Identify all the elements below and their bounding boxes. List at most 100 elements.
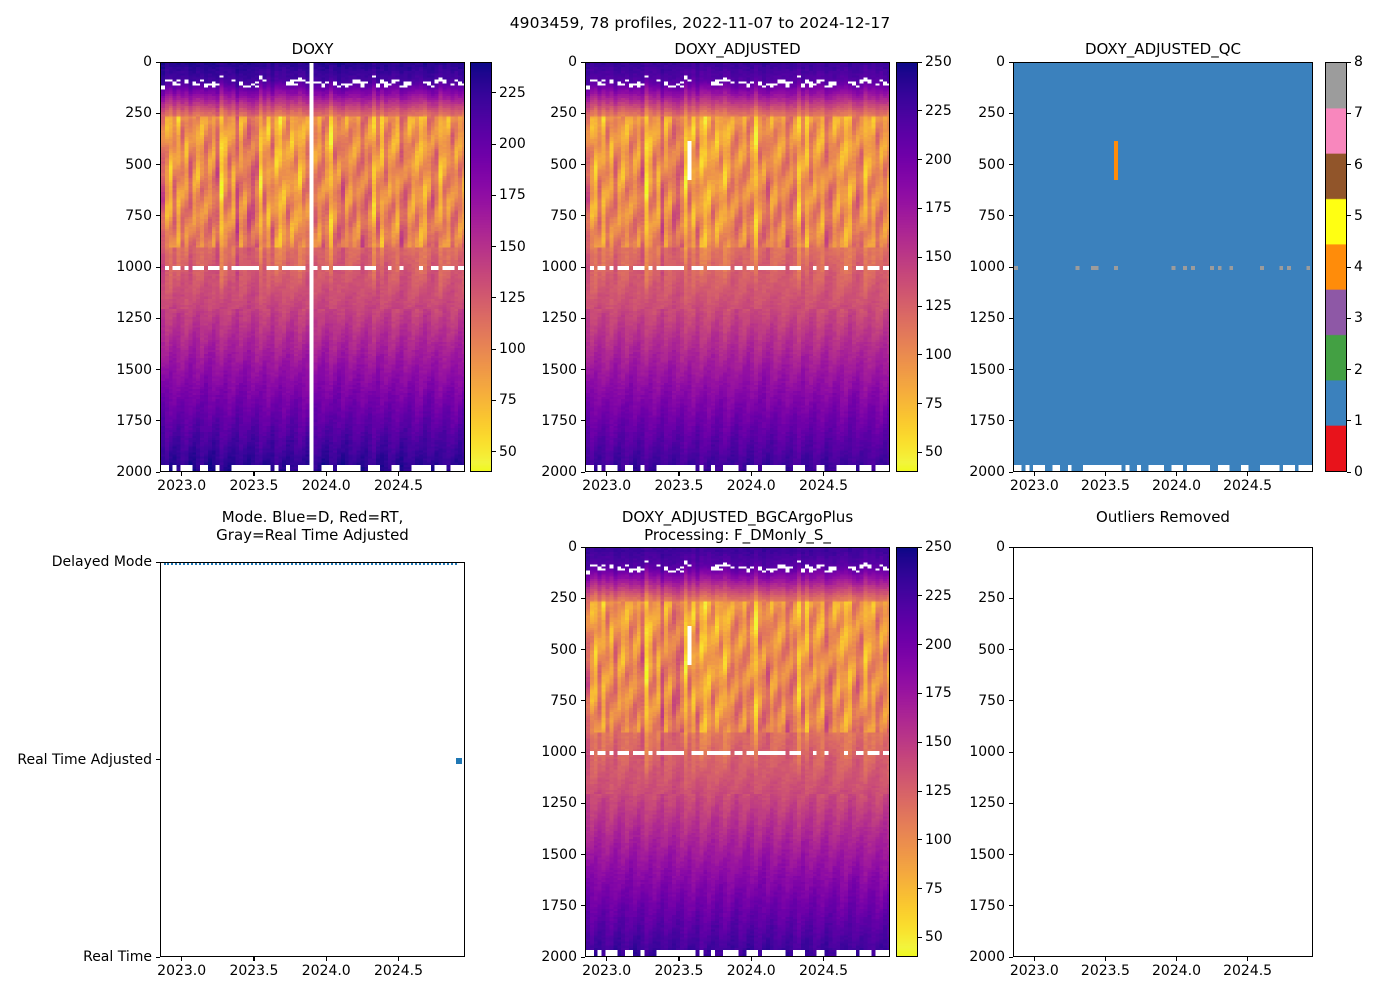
ytick-label: 250 [978, 105, 1005, 122]
colorbar-tick-mark [492, 348, 496, 350]
ytick-label: 1500 [969, 361, 1005, 378]
ytick-mark [156, 561, 160, 563]
xtick-mark [606, 957, 608, 961]
ytick-mark [156, 61, 160, 63]
xtick-label: 2023.0 [582, 963, 632, 979]
ytick-mark [581, 471, 585, 473]
ytick-label: 1000 [969, 259, 1005, 275]
colorbar-tick-label: 225 [925, 587, 952, 604]
ytick-mark [156, 956, 160, 958]
xtick-label: 2023.5 [1080, 963, 1130, 979]
ytick-label: 500 [125, 156, 152, 173]
colorbar-tick-label: 175 [925, 200, 952, 217]
colorbar-tick-label: 75 [925, 395, 943, 412]
ytick-mark [156, 369, 160, 371]
colorbar-tick-label: 200 [499, 136, 526, 152]
ytick-label: 1250 [116, 310, 152, 327]
ytick-mark [156, 471, 160, 473]
ytick-mark [581, 317, 585, 319]
ytick-mark [581, 215, 585, 217]
ytick-label: 1750 [541, 412, 577, 429]
colorbar-tick-mark [918, 936, 922, 939]
colorbar-tick-mark [918, 354, 922, 356]
ytick-label: 250 [978, 590, 1005, 607]
xtick-mark [678, 472, 680, 476]
ytick-label: 750 [125, 207, 152, 224]
ytick-mark [156, 164, 160, 166]
xtick-mark [181, 472, 183, 476]
ytick-label: 1250 [541, 795, 577, 812]
colorbar-tick-label: 1 [1354, 412, 1363, 429]
ytick-label: 1500 [116, 361, 152, 378]
colorbar-tick-mark [918, 159, 922, 161]
axes-doxy_adjusted_qc [1013, 62, 1313, 472]
colorbar-tick-label: 200 [925, 151, 952, 168]
colorbar-tick-label: 5 [1354, 207, 1363, 224]
colorbar-tick-label: 0 [1354, 464, 1363, 480]
xtick-mark [823, 957, 825, 961]
ytick-label: 0 [568, 539, 577, 555]
mode-series-0 [163, 563, 458, 565]
colorbar-tick-label: 100 [499, 341, 526, 357]
xtick-label: 2023.5 [654, 478, 704, 494]
colorbar-tick-mark [1347, 164, 1351, 166]
ytick-label: Real Time [83, 949, 152, 965]
ytick-label: 1750 [116, 412, 152, 429]
xtick-label: 2024.5 [1223, 478, 1273, 494]
xtick-mark [1247, 957, 1249, 961]
ytick-label: 750 [978, 207, 1005, 224]
colorbar-tick-label: 50 [925, 929, 943, 946]
ytick-mark [1009, 854, 1013, 856]
colorbar-tick-mark [1347, 369, 1351, 371]
colorbar-tick-label: 75 [499, 392, 517, 409]
colorbar-tick-mark [918, 256, 922, 258]
ytick-label: 250 [125, 105, 152, 122]
panel-title-outliers_removed: Outliers Removed [1096, 508, 1230, 526]
colorbar-tick-mark [918, 741, 922, 743]
axes-doxy_adjusted_bgcargoplus [585, 547, 890, 957]
colorbar-tick-mark [918, 644, 922, 646]
xtick-mark [1104, 957, 1106, 961]
ytick-mark [1009, 164, 1013, 166]
colorbar-tick-label: 4 [1354, 259, 1363, 275]
colorbar-tick-label: 125 [925, 783, 952, 800]
colorbar-tick-mark [492, 143, 496, 145]
ytick-mark [1009, 905, 1013, 907]
xtick-mark [1033, 472, 1035, 476]
colorbar-tick-label: 3 [1354, 310, 1363, 327]
ytick-mark [1009, 61, 1013, 63]
xtick-label: 2023.5 [229, 963, 279, 979]
ytick-mark [156, 266, 160, 268]
colorbar-tick-mark [918, 790, 922, 792]
colorbar-tick-mark [918, 403, 922, 405]
ytick-label: Real Time Adjusted [17, 751, 152, 768]
xtick-label: 2024.5 [799, 963, 848, 979]
colorbar-tick-label: 100 [925, 346, 952, 363]
ytick-mark [581, 546, 585, 548]
colorbar-tick-mark [918, 595, 922, 597]
xtick-mark [678, 957, 680, 961]
ytick-label: 2000 [541, 949, 577, 965]
heatmap-canvas-doxy [161, 63, 464, 471]
ytick-label: 1250 [541, 310, 577, 327]
colorbar-tick-mark [492, 451, 496, 453]
colorbar-canvas-doxy [471, 63, 491, 471]
ytick-label: 750 [550, 692, 577, 709]
ytick-mark [581, 854, 585, 856]
colorbar-tick-mark [1347, 266, 1351, 268]
xtick-mark [750, 472, 752, 476]
colorbar-tick-mark [918, 888, 922, 890]
ytick-label: 0 [568, 54, 577, 70]
ytick-mark [581, 369, 585, 371]
ytick-label: 500 [550, 156, 577, 173]
colorbar-tick-label: 200 [925, 636, 952, 653]
ytick-label: 1500 [541, 361, 577, 378]
xtick-label: 2023.5 [229, 478, 279, 494]
colorbar-tick-label: 150 [499, 238, 526, 255]
xtick-mark [1176, 957, 1178, 961]
ytick-mark [581, 956, 585, 958]
xtick-label: 2023.5 [1080, 478, 1130, 494]
colorbar-tick-label: 100 [925, 831, 952, 848]
colorbar-tick-mark [1347, 61, 1351, 63]
